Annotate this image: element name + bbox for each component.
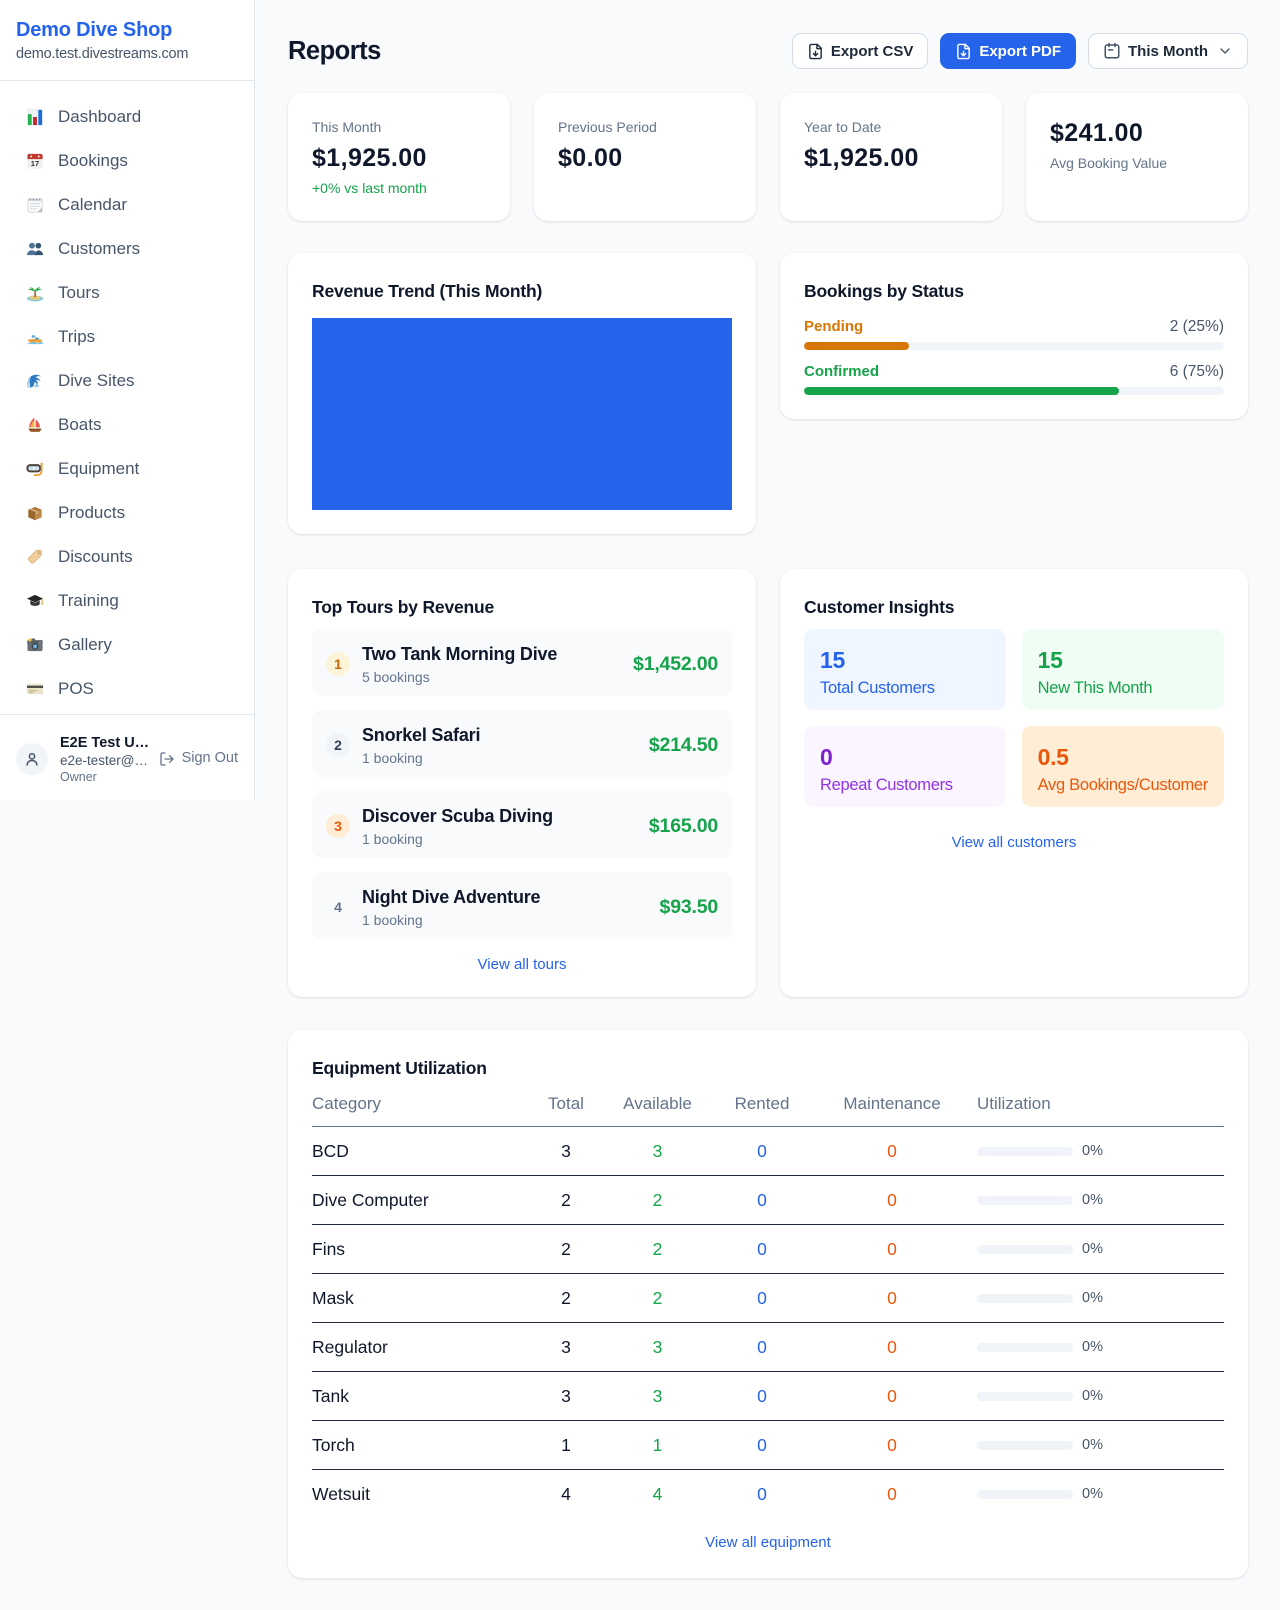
svg-text:17: 17 <box>31 159 39 168</box>
